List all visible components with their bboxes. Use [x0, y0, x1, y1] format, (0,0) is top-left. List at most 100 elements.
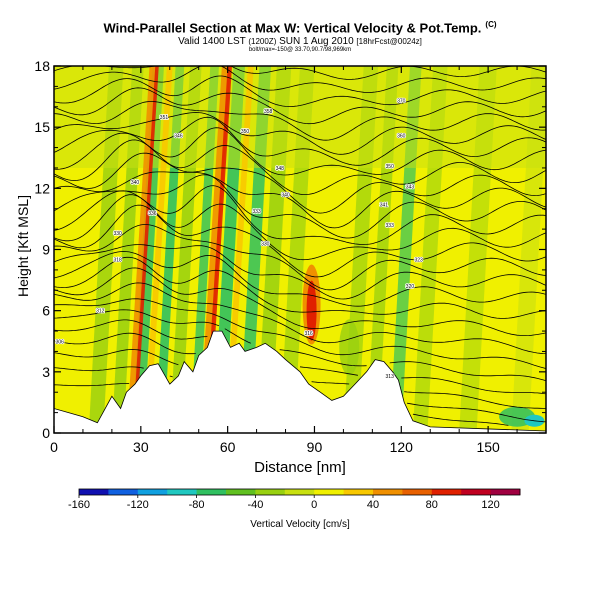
colorbar-swatch	[431, 489, 462, 495]
velocity-band-positive	[207, 66, 232, 393]
theta-contour-line	[54, 309, 546, 382]
chart-title: Wind-Parallel Section at Max W: Vertical…	[103, 20, 497, 36]
colorbar-label: Vertical Velocity [cm/s]	[250, 519, 350, 530]
colorbar-swatch	[461, 489, 492, 495]
colorbar-tick-label: 80	[426, 499, 438, 511]
colorbar-swatch	[284, 489, 315, 495]
theta-contours	[54, 66, 546, 426]
theta-contour-line	[54, 185, 546, 245]
colorbar-swatch	[343, 489, 374, 495]
theta-contour-line	[54, 171, 546, 229]
velocity-region-upper	[54, 66, 546, 168]
theta-contour-label: 348	[276, 166, 285, 172]
theta-contour-line	[54, 256, 546, 319]
theta-contour-label: 360	[397, 133, 406, 139]
theta-contour-line	[54, 383, 130, 387]
terrain-profile	[54, 330, 546, 433]
velocity-band-positive	[146, 66, 173, 393]
theta-contour-label: 340	[281, 192, 290, 198]
colorbar-swatch	[314, 489, 345, 495]
colorbar-tick-label: -80	[189, 499, 205, 511]
theta-contour-line	[54, 282, 546, 354]
theta-contour-label: 370	[397, 99, 406, 105]
x-tick-label: 120	[390, 439, 414, 455]
colorbar-swatch	[490, 489, 521, 495]
colorbar-swatch	[108, 489, 139, 495]
y-tick-label: 12	[34, 180, 50, 196]
theta-contour-line	[54, 332, 546, 409]
axes: 0 30 60 90 120 150 0 3 6 9 12 15 18	[34, 58, 546, 455]
theta-contour-label: 351	[160, 115, 169, 121]
colorbar-tick-label: -120	[127, 499, 149, 511]
theta-contour-label: 346	[174, 133, 183, 139]
theta-contour-label: 330	[113, 231, 122, 237]
colorbar-swatch	[402, 489, 433, 495]
theta-contour-line	[54, 244, 546, 300]
terrain-mask	[54, 330, 546, 433]
theta-contour-label: 313	[386, 374, 395, 380]
x-tick-label: 30	[133, 439, 149, 455]
theta-contour-label: 323	[414, 258, 423, 264]
theta-contour-line	[54, 66, 546, 93]
theta-contour-label: 336	[148, 211, 157, 217]
theta-contour-label: 333	[386, 223, 395, 229]
theta-contour-line	[54, 298, 546, 369]
theta-contour-label: 350	[241, 129, 250, 135]
downdraft-region	[339, 319, 360, 376]
theta-contour-line	[54, 319, 546, 395]
theta-contour-line	[54, 204, 546, 278]
theta-contour-line	[54, 116, 546, 166]
colorbar-swatch	[373, 489, 403, 495]
theta-contour-line	[54, 127, 546, 176]
theta-contour-label: 341	[380, 203, 389, 209]
y-tick-label: 6	[42, 303, 50, 319]
colorbar-swatch	[167, 489, 198, 495]
x-tick-label: 150	[476, 439, 500, 455]
theta-contour-label: 343	[406, 184, 415, 190]
theta-contour-line	[54, 174, 546, 239]
theta-contour-line	[54, 87, 546, 125]
chart-subtitle: Valid 1400 LST (1200Z) SUN 1 Aug 2010 [1…	[178, 36, 422, 47]
theta-contour-label: 316	[305, 331, 314, 337]
x-tick-label: 90	[307, 439, 323, 455]
colorbar-tick-label: -40	[247, 499, 263, 511]
theta-contour-line	[54, 152, 546, 214]
theta-contour-line	[54, 66, 546, 80]
x-tick-label: 0	[50, 439, 58, 455]
theta-contour-line	[54, 349, 546, 423]
theta-contour-line	[54, 251, 546, 307]
y-tick-label: 18	[34, 58, 50, 74]
theta-contour-labels: 340 330 318 312 306 351 346 336 350 358 348 340 333 3…	[55, 98, 424, 381]
theta-contour-line	[54, 75, 546, 107]
velocity-band-positive	[227, 66, 254, 393]
colorbar-tick-label: 0	[311, 499, 317, 511]
velocity-band-positive	[135, 66, 159, 393]
y-tick-label: 15	[34, 119, 50, 135]
theta-contour-line	[54, 267, 546, 336]
theta-contour-label: 333	[252, 209, 261, 215]
y-tick-label: 9	[42, 242, 50, 258]
theta-contour-label: 330	[261, 241, 270, 247]
theta-contour-label: 318	[113, 258, 122, 264]
theta-contour-line	[54, 101, 546, 141]
theta-contour-label: 358	[264, 109, 273, 115]
theta-contour-label: 350	[386, 164, 395, 170]
theta-contour-line	[54, 112, 546, 155]
y-tick-label: 3	[42, 364, 50, 380]
theta-contour-label: 340	[131, 180, 140, 186]
colorbar-swatch	[196, 489, 227, 495]
theta-contour-label: 320	[406, 284, 415, 290]
theta-contour-line	[54, 194, 546, 261]
colorbar-tick-label: 40	[367, 499, 379, 511]
theta-contour-line	[54, 139, 546, 195]
theta-contour-label: 312	[96, 309, 105, 315]
colorbar-swatch	[226, 489, 256, 495]
colorbar-swatch	[137, 489, 168, 495]
y-tick-label: 0	[42, 425, 50, 441]
colorbar: -160 -120 -80 -40 0 40 80 120	[68, 488, 521, 511]
y-axis-label: Height [Kft MSL]	[15, 195, 31, 297]
theta-contour-line	[54, 224, 546, 291]
theta-contour-line	[54, 366, 509, 426]
chart-fine-print: bolt/max=-150@ 33.70,90.7/98,969km	[248, 47, 352, 53]
